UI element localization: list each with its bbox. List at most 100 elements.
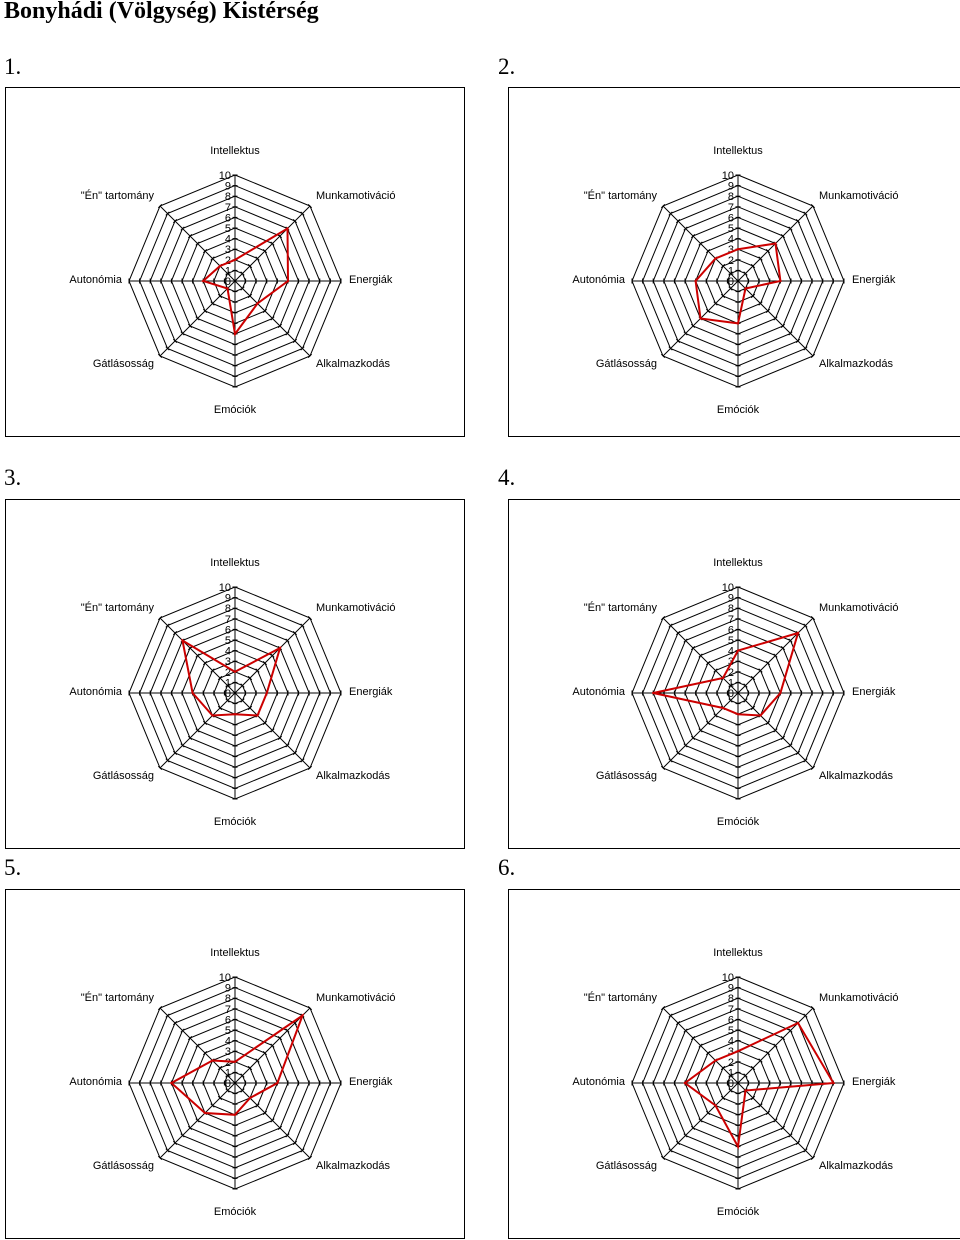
- data-point: [744, 1089, 747, 1092]
- category-label: "Én" tartomány: [81, 991, 155, 1004]
- category-label: Munkamotiváció: [819, 602, 898, 614]
- axis-tick-mark: [788, 1028, 793, 1033]
- data-point: [278, 646, 282, 650]
- axis-tick-mark: [270, 241, 275, 246]
- axis-tick-mark: [292, 630, 298, 636]
- axis-tick-mark: [765, 308, 771, 314]
- axis-tick-mark: [270, 316, 275, 321]
- axis-tick-mark: [780, 645, 786, 651]
- axis-tick-mark: [292, 750, 298, 756]
- category-label: Intellektus: [713, 145, 763, 157]
- axis-tick-mark: [225, 683, 230, 688]
- data-point: [226, 287, 229, 290]
- axis-tick-mark: [660, 1155, 666, 1161]
- axis-tick-mark: [750, 675, 756, 681]
- axis-tick-mark: [758, 1058, 763, 1063]
- category-label: Energiák: [349, 1076, 393, 1088]
- category-label: Autonómia: [572, 686, 625, 698]
- axis-tick-mark: [795, 338, 801, 344]
- axis-tick-mark: [307, 1155, 313, 1161]
- axis-tick-mark: [255, 1103, 260, 1108]
- axis-tick-mark: [720, 263, 726, 269]
- axis-tick-mark: [780, 1125, 786, 1131]
- axis-tick-mark: [750, 1095, 756, 1101]
- category-label: Munkamotiváció: [819, 190, 898, 202]
- category-label: Intellektus: [713, 557, 763, 569]
- category-label: Autonómia: [572, 1076, 625, 1088]
- category-label: Emóciók: [717, 816, 760, 828]
- axis-tick-mark: [187, 735, 193, 741]
- tick-label: 4: [225, 646, 231, 658]
- axis-tick-mark: [157, 615, 163, 621]
- axis-tick-mark: [270, 1118, 275, 1123]
- category-label: Munkamotiváció: [316, 190, 395, 202]
- axis-tick-mark: [247, 1065, 253, 1071]
- tick-label: 8: [728, 993, 734, 1005]
- axis-tick-mark: [307, 203, 313, 209]
- category-label: Gátlásosság: [93, 770, 154, 782]
- tick-label: 0: [728, 1078, 734, 1090]
- axis-tick-mark: [187, 233, 193, 239]
- axis-tick-mark: [788, 638, 793, 643]
- axis-tick-mark: [720, 293, 726, 299]
- tick-label: 6: [225, 1014, 231, 1026]
- tick-label: 6: [728, 212, 734, 224]
- data-point: [714, 257, 717, 260]
- axis-tick-mark: [180, 743, 185, 748]
- axis-tick-mark: [210, 301, 215, 306]
- axis-tick-mark: [210, 668, 215, 673]
- axis-tick-mark: [247, 293, 253, 299]
- data-point: [233, 1113, 237, 1116]
- axis-tick-mark: [795, 218, 801, 224]
- axis-tick-mark: [270, 728, 275, 733]
- tick-label: 1: [728, 1067, 734, 1079]
- axis-tick-mark: [292, 218, 298, 224]
- data-point: [652, 691, 655, 695]
- axis-tick-mark: [698, 728, 703, 733]
- axis-tick-mark: [225, 1073, 230, 1078]
- tick-label: 5: [225, 1025, 231, 1037]
- category-label: Munkamotiváció: [819, 992, 898, 1004]
- axis-tick-mark: [262, 1110, 268, 1116]
- tick-label: 2: [225, 255, 231, 267]
- data-point: [736, 1050, 740, 1053]
- axis-tick-mark: [300, 623, 305, 628]
- axis-tick-mark: [675, 630, 681, 636]
- axis-tick-mark: [277, 1125, 283, 1131]
- category-label: "Én" tartomány: [81, 189, 155, 202]
- tick-label: 0: [728, 688, 734, 700]
- axis-tick-mark: [240, 698, 245, 703]
- axis-tick-mark: [720, 1095, 726, 1101]
- axis-tick-mark: [217, 705, 223, 711]
- radar-chart-5: 0 1 2 3 4 5 6 7 8 9 10 Intellektus Munkamotiváció Ene…: [5, 889, 465, 1239]
- axis-tick-mark: [803, 758, 808, 763]
- category-label: "Én" tartomány: [584, 601, 658, 614]
- category-label: "Én" tartomány: [81, 601, 155, 614]
- axis-tick-mark: [780, 1035, 786, 1041]
- category-label: Alkalmazkodás: [316, 1160, 390, 1172]
- axis-tick-mark: [803, 211, 808, 216]
- axis-tick-mark: [195, 653, 200, 658]
- axis-tick-mark: [277, 735, 283, 741]
- axis-tick-mark: [172, 1140, 178, 1146]
- radar-chart-4: 0 1 2 3 4 5 6 7 8 9 10 Intellektus Munkamotiváció Ene…: [508, 499, 960, 849]
- category-label: Energiák: [852, 686, 896, 698]
- axis-tick-mark: [758, 668, 763, 673]
- axis-tick-mark: [307, 615, 313, 621]
- data-point: [211, 1059, 214, 1062]
- category-label: Energiák: [349, 274, 393, 286]
- axis-tick-mark: [683, 226, 688, 231]
- data-point: [256, 714, 259, 717]
- data-point: [736, 649, 740, 652]
- data-point: [779, 279, 782, 283]
- data-point: [744, 287, 747, 290]
- tick-label: 8: [728, 603, 734, 615]
- tick-label: 6: [728, 624, 734, 636]
- axis-tick-mark: [803, 1013, 808, 1018]
- data-point: [736, 322, 740, 325]
- tick-label: 9: [728, 983, 734, 995]
- axis-tick-mark: [795, 1140, 801, 1146]
- axis-tick-mark: [262, 660, 268, 666]
- tick-label: 7: [728, 614, 734, 626]
